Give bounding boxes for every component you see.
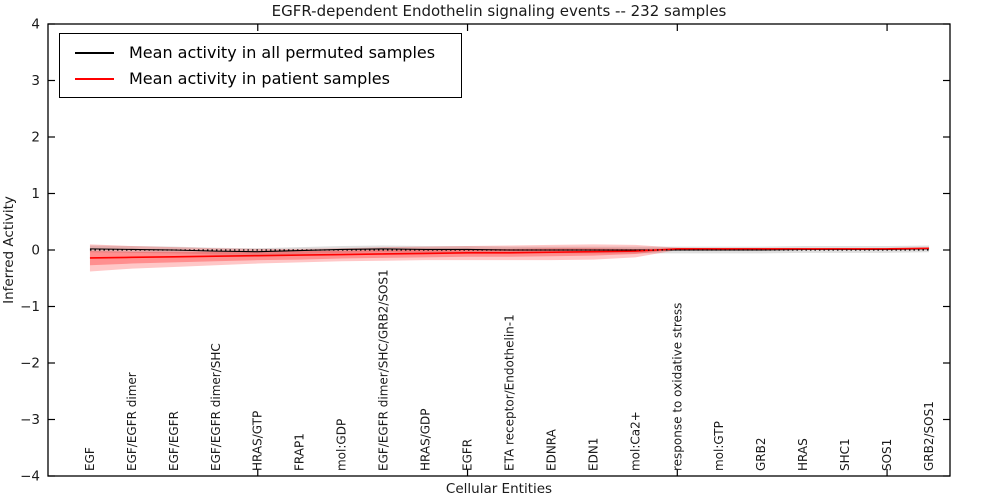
category-label: EDNRA [544,428,558,471]
patient-confidence-band-inner [89,247,930,266]
category-label: EDN1 [586,438,600,471]
x-axis-label: Cellular Entities [445,481,553,497]
category-label: GRB2/SOS1 [922,401,936,471]
category-label: EGF/EGFR dimer/SHC [209,343,223,471]
category-label: EGF/EGFR [167,411,181,471]
category-label: FRAP1 [293,433,307,471]
legend-item-label: Mean activity in patient samples [129,69,390,88]
category-label: mol:GDP [335,419,349,471]
category-label: HRAS [796,438,810,471]
patient-mean-line [89,247,930,259]
category-label: EGFR [460,439,474,471]
category-label: SHC1 [838,438,852,471]
category-label: response to oxidative stress [670,303,684,471]
y-tick-label: −1 [20,299,40,315]
category-label: EGF/EGFR dimer [125,372,139,471]
category-label: GRB2 [754,437,768,471]
legend: Mean activity in all permuted samples Mea… [59,33,463,98]
category-label: HRAS/GDP [419,408,433,471]
legend-line-swatch [75,77,114,80]
y-axis-label: Inferred Activity [1,196,17,304]
category-label: HRAS/GTP [251,411,265,471]
y-tick-label: 4 [31,16,40,32]
y-tick-label: −3 [20,412,40,428]
category-label: mol:Ca2+ [628,411,642,471]
category-label: ETA receptor/Endothelin-1 [502,314,516,471]
legend-line-swatch [75,51,114,54]
legend-item: Mean activity in all permuted samples [75,41,435,64]
chart-title: EGFR-dependent Endothelin signaling even… [271,2,727,20]
category-label: mol:GTP [712,421,726,471]
y-tick-label: 1 [31,186,40,202]
y-tick-label: −2 [20,355,40,371]
y-tick-label: 0 [31,242,40,258]
legend-item-label: Mean activity in all permuted samples [129,43,436,62]
y-tick-label: 3 [31,73,40,89]
y-tick-label: 2 [31,129,40,145]
y-tick-label: −4 [20,468,40,484]
legend-item: Mean activity in patient samples [75,67,435,90]
category-label: EGF [83,447,97,471]
patient-confidence-band-outer [89,244,930,272]
category-label: SOS1 [880,439,894,471]
category-label: EGF/EGFR dimer/SHC/GRB2/SOS1 [377,269,391,471]
